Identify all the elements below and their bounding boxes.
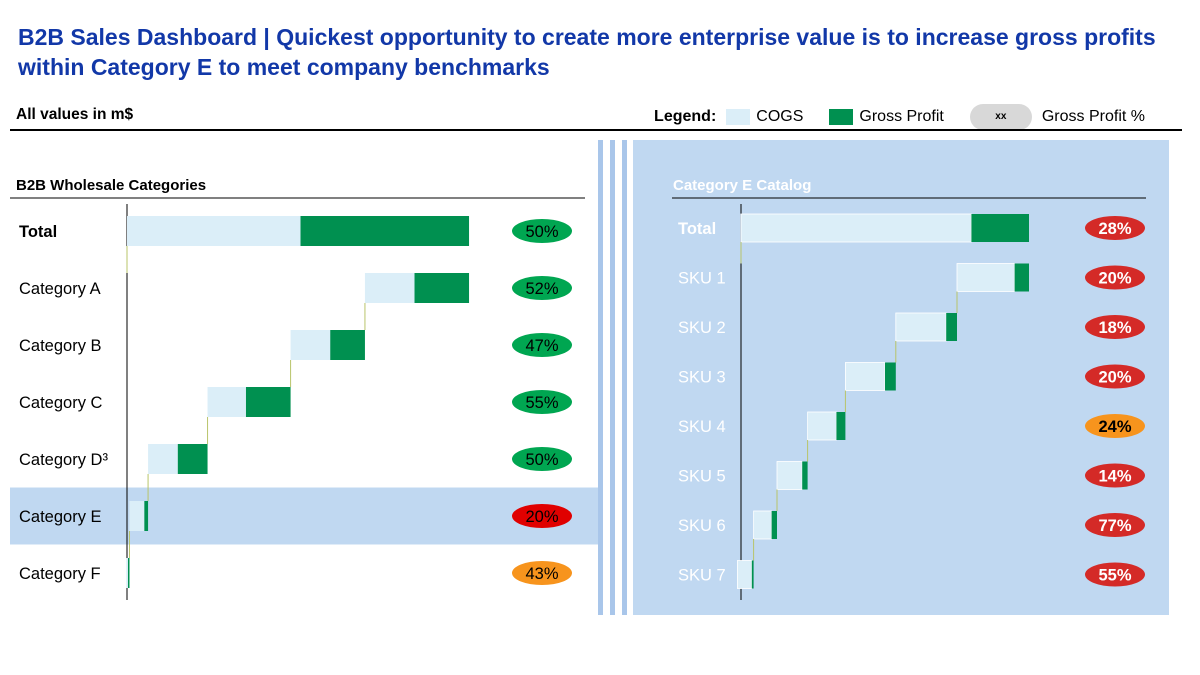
legend-gross-profit-label: Gross Profit — [859, 108, 944, 125]
dashboard-title: B2B Sales Dashboard | Quickest opportuni… — [18, 24, 1156, 80]
gross-profit-pct-label: 28% — [1098, 220, 1131, 238]
gross-profit-pct-label: 47% — [525, 337, 558, 355]
gross-profit-pct-label: 50% — [525, 223, 558, 241]
category-label: Category E — [19, 508, 102, 526]
category-label: SKU 2 — [678, 319, 726, 337]
category-label: Category C — [19, 394, 103, 412]
gross-profit-pct-label: 43% — [525, 565, 558, 583]
gross-profit-bar — [802, 461, 808, 490]
cogs-bar — [753, 510, 772, 540]
gross-profit-bar — [836, 412, 846, 440]
units-note: All values in m$ — [16, 106, 134, 123]
gross-profit-pct-label: 55% — [525, 394, 558, 412]
panel-divider — [610, 140, 615, 615]
gross-profit-pct-pill — [1085, 364, 1145, 389]
cogs-bar — [845, 362, 886, 391]
gross-profit-bar — [771, 511, 777, 539]
legend-gross-profit-pct-label: Gross Profit % — [1041, 108, 1145, 125]
gross-profit-pct-label: 24% — [1098, 418, 1131, 436]
category-label: SKU 6 — [678, 517, 726, 535]
gross-profit-pct-pill — [1085, 265, 1145, 290]
cogs-bar — [737, 560, 753, 589]
cogs-bar — [126, 558, 128, 588]
cogs-bar — [290, 330, 331, 360]
gross-profit-bar — [1014, 263, 1029, 292]
gross-profit-bar — [885, 362, 896, 391]
gross-profit-pct-pill — [1085, 513, 1145, 537]
panel-title: Category E Catalog — [673, 177, 811, 194]
category-label: SKU 3 — [678, 369, 726, 387]
legend-cogs-swatch — [726, 109, 751, 125]
cogs-bar — [895, 312, 947, 342]
gross-profit-pct-pill — [512, 447, 572, 471]
category-label: SKU 4 — [678, 418, 726, 436]
cogs-bar — [364, 273, 415, 303]
gross-profit-pct-label: 55% — [1098, 567, 1131, 585]
highlight-row — [10, 487, 598, 545]
category-label: Total — [19, 223, 57, 241]
gross-profit-pct-pill — [1085, 315, 1145, 339]
cogs-bar — [807, 411, 837, 441]
gross-profit-bar — [177, 444, 208, 474]
category-label: Category B — [19, 337, 102, 355]
gross-profit-pct-pill — [512, 276, 572, 300]
gross-profit-bar — [751, 560, 754, 589]
legend-gross-profit-swatch — [829, 109, 854, 125]
category-label: Total — [678, 220, 716, 238]
gross-profit-pct-pill — [512, 333, 572, 357]
gross-profit-pct-label: 20% — [525, 508, 558, 526]
gross-profit-pct-label: 77% — [1098, 517, 1131, 535]
gross-profit-pct-label: 14% — [1098, 468, 1131, 486]
gross-profit-pct-pill — [1085, 414, 1145, 438]
gross-profit-pct-pill — [1085, 463, 1145, 488]
gross-profit-pct-label: 20% — [1098, 270, 1131, 288]
gross-profit-bar — [946, 313, 957, 341]
gross-profit-pct-label: 52% — [525, 280, 558, 298]
cogs-bar — [129, 501, 145, 531]
gross-profit-bar — [144, 501, 149, 531]
gross-profit-pct-pill — [1085, 216, 1145, 240]
cogs-bar — [127, 216, 301, 246]
cogs-bar — [740, 213, 972, 243]
gross-profit-bar — [245, 387, 291, 417]
gross-profit-pct-pill — [512, 561, 572, 585]
gross-profit-bar — [971, 214, 1029, 242]
cogs-bar — [956, 263, 1015, 292]
category-label: SKU 5 — [678, 468, 726, 486]
gross-profit-bar — [127, 558, 130, 588]
category-label: Category A — [19, 280, 101, 298]
category-label: SKU 1 — [678, 270, 726, 288]
category-label: SKU 7 — [678, 567, 726, 585]
panel-divider — [622, 140, 627, 615]
gross-profit-pct-pill — [512, 219, 572, 243]
gross-profit-bar — [300, 216, 470, 246]
category-label: Category D³ — [19, 451, 108, 469]
panel-divider — [598, 140, 603, 615]
cogs-bar — [776, 461, 803, 490]
legend-pill: xx — [969, 104, 1032, 130]
header-rule — [10, 129, 1182, 131]
category-label: Category F — [19, 565, 101, 583]
panel-title: B2B Wholesale Categories — [16, 177, 206, 194]
gross-profit-pct-label: 50% — [525, 451, 558, 469]
gross-profit-pct-pill — [1085, 562, 1145, 587]
cogs-bar — [207, 387, 246, 417]
gross-profit-bar — [330, 330, 365, 360]
cogs-bar — [148, 444, 178, 474]
gross-profit-pct-pill — [512, 504, 572, 528]
gross-profit-bar — [414, 273, 470, 303]
gross-profit-pct-label: 18% — [1098, 319, 1131, 337]
legend-cogs-label: COGS — [756, 108, 804, 125]
gross-profit-pct-pill — [512, 390, 572, 414]
gross-profit-pct-label: 20% — [1098, 369, 1131, 387]
legend-label: Legend: — [654, 108, 717, 125]
legend: Legend: COGS Gross Profit xx Gross Profi… — [654, 104, 1145, 130]
